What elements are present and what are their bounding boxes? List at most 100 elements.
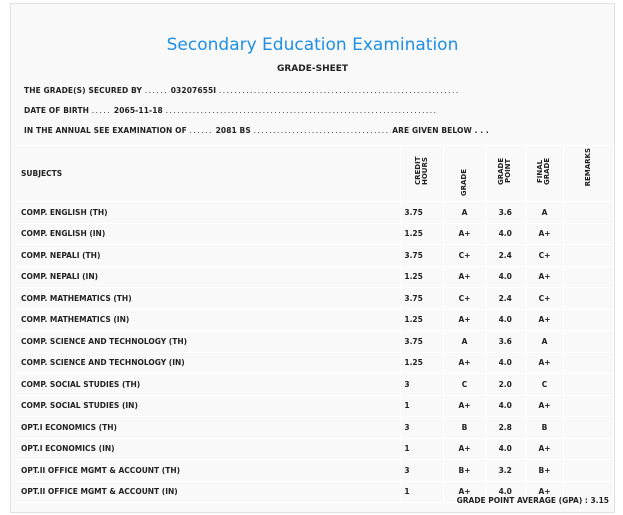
cell-final-grade: A xyxy=(525,201,565,224)
cell-grade-point: 4.0 xyxy=(485,395,526,417)
grades-table: SUBJECTS CREDIT HOURS GRADE GRADE POINT … xyxy=(15,145,614,503)
header-subjects: SUBJECTS xyxy=(15,145,402,202)
cell-final-grade: C xyxy=(525,373,565,396)
cell-grade-point: 2.0 xyxy=(485,373,526,396)
cell-grade: A+ xyxy=(443,395,486,417)
cell-credit-hours: 1 xyxy=(400,481,445,503)
cell-final-grade: A+ xyxy=(525,438,565,460)
cell-grade-point: 3.6 xyxy=(485,330,526,353)
table-row: COMP. SCIENCE AND TECHNOLOGY (TH) 3.75 A 3.… xyxy=(15,330,614,353)
cell-subject: COMP. SOCIAL STUDIES (IN) xyxy=(15,395,402,417)
cell-grade: A+ xyxy=(443,309,486,331)
exam-line: IN THE ANNUAL SEE EXAMINATION OF ...... … xyxy=(24,126,489,135)
grade-sheet: Secondary Education Examination GRADE-SH… xyxy=(10,3,615,513)
header-grade: GRADE xyxy=(443,145,486,202)
cell-grade: A+ xyxy=(443,438,486,460)
cell-subject: COMP. ENGLISH (IN) xyxy=(15,223,402,245)
cell-final-grade: C+ xyxy=(525,244,565,267)
cell-remarks xyxy=(563,481,614,503)
table-row: OPT.II OFFICE MGMT & ACCOUNT (TH) 3 B+ 3.2 B… xyxy=(15,459,614,482)
cell-credit-hours: 1.25 xyxy=(400,352,445,374)
header-final-grade: FINAL GRADE xyxy=(525,145,565,202)
cell-credit-hours: 3.75 xyxy=(400,244,445,267)
cell-credit-hours: 1.25 xyxy=(400,309,445,331)
cell-grade-point: 4.0 xyxy=(485,352,526,374)
cell-subject: OPT.II OFFICE MGMT & ACCOUNT (TH) xyxy=(15,459,402,482)
cell-subject: COMP. NEPALI (TH) xyxy=(15,244,402,267)
cell-grade-point: 4.0 xyxy=(485,438,526,460)
table-row: COMP. ENGLISH (TH) 3.75 A 3.6 A xyxy=(15,201,614,224)
cell-subject: OPT.I ECONOMICS (TH) xyxy=(15,416,402,439)
cell-grade: C xyxy=(443,373,486,396)
cell-grade: C+ xyxy=(443,287,486,310)
cell-remarks xyxy=(563,201,614,224)
cell-grade-point: 3.6 xyxy=(485,201,526,224)
cell-credit-hours: 3.75 xyxy=(400,287,445,310)
cell-final-grade: A+ xyxy=(525,223,565,245)
cell-final-grade: A+ xyxy=(525,481,565,503)
table-row: OPT.I ECONOMICS (IN) 1 A+ 4.0 A+ xyxy=(15,438,614,460)
cell-credit-hours: 3 xyxy=(400,373,445,396)
cell-remarks xyxy=(563,459,614,482)
cell-grade-point: 4.0 xyxy=(485,223,526,245)
cell-remarks xyxy=(563,287,614,310)
cell-final-grade: A+ xyxy=(525,266,565,288)
exam-value: 2081 BS xyxy=(215,126,251,135)
table-row: COMP. NEPALI (IN) 1.25 A+ 4.0 A+ xyxy=(15,266,614,288)
cell-subject: OPT.I ECONOMICS (IN) xyxy=(15,438,402,460)
table-row: COMP. MATHEMATICS (IN) 1.25 A+ 4.0 A+ xyxy=(15,309,614,331)
cell-subject: COMP. MATHEMATICS (TH) xyxy=(15,287,402,310)
cell-subject: COMP. MATHEMATICS (IN) xyxy=(15,309,402,331)
cell-grade-point: 2.4 xyxy=(485,244,526,267)
cell-subject: COMP. ENGLISH (TH) xyxy=(15,201,402,224)
table-row: COMP. MATHEMATICS (TH) 3.75 C+ 2.4 C+ xyxy=(15,287,614,310)
cell-grade: B xyxy=(443,416,486,439)
cell-grade: A+ xyxy=(443,352,486,374)
cell-grade: A xyxy=(443,330,486,353)
page-subtitle: GRADE-SHEET xyxy=(276,64,349,74)
table-row: COMP. SOCIAL STUDIES (IN) 1 A+ 4.0 A+ xyxy=(15,395,614,417)
cell-credit-hours: 3 xyxy=(400,459,445,482)
table-row: OPT.II OFFICE MGMT & ACCOUNT (IN) 1 A+ 4.0 A… xyxy=(15,481,614,503)
cell-grade-point: 2.4 xyxy=(485,287,526,310)
table-row: OPT.I ECONOMICS (TH) 3 B 2.8 B xyxy=(15,416,614,439)
table-header: SUBJECTS CREDIT HOURS GRADE GRADE POINT … xyxy=(15,145,614,202)
cell-grade-point: 4.0 xyxy=(485,266,526,288)
cell-final-grade: A+ xyxy=(525,395,565,417)
cell-final-grade: A+ xyxy=(525,352,565,374)
cell-remarks xyxy=(563,395,614,417)
cell-credit-hours: 3.75 xyxy=(400,201,445,224)
header-final-grade-text: FINAL GRADE xyxy=(536,157,552,185)
cell-credit-hours: 3.75 xyxy=(400,330,445,353)
table-row: COMP. NEPALI (TH) 3.75 C+ 2.4 C+ xyxy=(15,244,614,267)
cell-credit-hours: 1 xyxy=(400,395,445,417)
cell-final-grade: A xyxy=(525,330,565,353)
cell-grade: A xyxy=(443,201,486,224)
cell-final-grade: B+ xyxy=(525,459,565,482)
secured-by-line: THE GRADE(S) SECURED BY ...... 03207655I… xyxy=(24,86,460,95)
cell-final-grade: B xyxy=(525,416,565,439)
gpa-summary: GRADE POINT AVERAGE (GPA) : 3.15 xyxy=(456,496,609,505)
cell-subject: COMP. SCIENCE AND TECHNOLOGY (IN) xyxy=(15,352,402,374)
header-grade-point: GRADE POINT xyxy=(485,145,526,202)
secured-label: THE GRADE(S) SECURED BY xyxy=(24,86,142,95)
dob-label: DATE OF BIRTH xyxy=(24,106,90,115)
symbol-number: 03207655I xyxy=(170,86,217,95)
header-credit-text: CREDIT HOURS xyxy=(414,156,430,186)
cell-remarks xyxy=(563,244,614,267)
cell-subject: COMP. NEPALI (IN) xyxy=(15,266,402,288)
dob-line: DATE OF BIRTH ..... 2065-11-18 .........… xyxy=(24,106,438,115)
cell-credit-hours: 1.25 xyxy=(400,223,445,245)
header-remarks: REMARKS xyxy=(563,145,614,202)
cell-remarks xyxy=(563,438,614,460)
cell-grade: C+ xyxy=(443,244,486,267)
cell-credit-hours: 1 xyxy=(400,438,445,460)
table-row: COMP. SCIENCE AND TECHNOLOGY (IN) 1.25 A+ 4… xyxy=(15,352,614,374)
header-credit-hours: CREDIT HOURS xyxy=(400,145,445,202)
cell-remarks xyxy=(563,309,614,331)
cell-final-grade: C+ xyxy=(525,287,565,310)
cell-remarks xyxy=(563,373,614,396)
cell-grade: A+ xyxy=(443,266,486,288)
cell-credit-hours: 1.25 xyxy=(400,266,445,288)
cell-subject: COMP. SOCIAL STUDIES (TH) xyxy=(15,373,402,396)
